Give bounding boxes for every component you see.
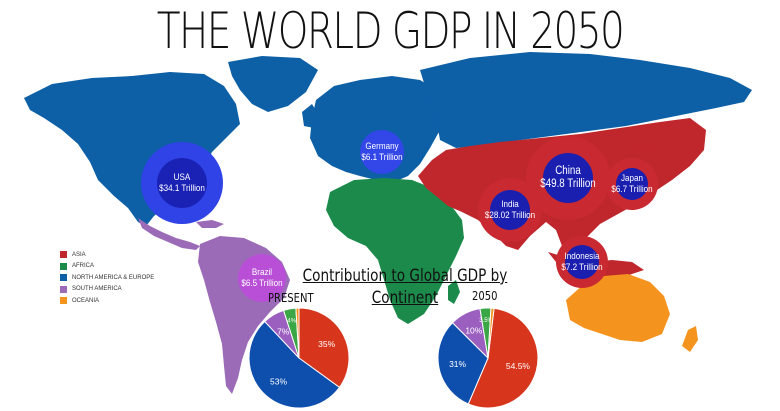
japan-bubble-inner	[616, 168, 648, 200]
legend-item-asia: ASIA	[60, 249, 154, 261]
page-title: THE WORLD GDP IN 2050	[156, 2, 625, 60]
india-value: $28.02 Trillion	[484, 210, 536, 221]
japan-value: $6.7 Trillion	[611, 184, 653, 195]
indonesia-label: Indonesia $7.2 Trillion	[561, 251, 602, 273]
uk-shape	[302, 104, 318, 128]
usa-name: USA	[173, 172, 191, 183]
legend-label: OCEANIA	[72, 297, 100, 304]
pies-title-text: Contribution to Global GDP by Continent	[302, 266, 508, 308]
pie-slice-oceania	[487, 307, 495, 359]
germany-name: Germany	[365, 141, 399, 152]
caribbean-shape	[196, 220, 224, 228]
africa-shape	[326, 178, 464, 324]
usa-bubble-inner	[157, 158, 207, 208]
pie-label-south-america: 7%	[277, 326, 290, 336]
usa-value: $34.1 Trillion	[159, 183, 205, 194]
brazil-label: Brazil $6.5 Trillion	[241, 267, 282, 289]
legend-swatch	[60, 251, 67, 259]
madagascar-shape	[448, 280, 460, 304]
brazil-bubble	[238, 254, 286, 302]
legend-swatch	[60, 285, 67, 293]
pie-slice-oceania	[295, 307, 300, 359]
legend-item-south-america: SOUTH AMERICA	[60, 284, 154, 296]
legend-item-north-america-europe: NORTH AMERICA & EUROPE	[60, 272, 154, 284]
china-label: China $49.8 Trillion	[540, 165, 595, 191]
pie-label-africa: 4%	[287, 319, 296, 325]
pie-present: 35% 53% 7%4%	[248, 307, 350, 409]
pies-title: Contribution to Global GDP by Continent	[297, 265, 513, 309]
legend-label: AFRICA	[72, 263, 95, 270]
india-label: India $28.02 Trillion	[485, 199, 535, 221]
brazil-value: $6.5 Trillion	[241, 278, 283, 289]
germany-bubble	[360, 130, 404, 174]
russia-shape	[420, 52, 752, 148]
legend-swatch	[60, 297, 67, 305]
legend-label: NORTH AMERICA & EUROPE	[72, 274, 155, 281]
indonesia-name: Indonesia	[564, 251, 600, 262]
india-name: India	[501, 199, 519, 210]
indonesia-bubble-inner	[565, 245, 599, 279]
pie-present-caption: PRESENT	[268, 290, 314, 305]
pie-label-north-america-europe: 53%	[270, 376, 287, 386]
pie-label-south-america: 10%	[465, 325, 482, 335]
china-name: China	[555, 165, 581, 177]
pie-2050: 54.5% 31% 10%3.5%	[437, 307, 539, 409]
japan-label: Japan $6.7 Trillion	[611, 173, 652, 195]
pie-slice-asia	[467, 307, 539, 409]
legend-item-oceania: OCEANIA	[60, 295, 154, 307]
legend-label: SOUTH AMERICA	[72, 286, 122, 293]
greenland-shape	[228, 56, 318, 112]
pie-label-north-america-europe: 31%	[449, 359, 466, 369]
pie-label-africa: 3.5%	[479, 318, 493, 324]
germany-value: $6.1 Trillion	[361, 152, 403, 163]
japan-name: Japan	[620, 173, 643, 184]
pie-slice-north-america-europe	[437, 322, 489, 405]
china-value: $49.8 Trillion	[540, 178, 596, 190]
central-america-shape	[138, 218, 200, 250]
pie-label-asia: 35%	[318, 339, 335, 349]
australia-shape	[566, 274, 670, 342]
pie-label-asia: 54.5%	[506, 361, 531, 371]
india-bubble-inner	[490, 190, 530, 230]
legend: ASIA AFRICA NORTH AMERICA & EUROPE SOUTH…	[60, 249, 154, 307]
pie-slice-north-america-europe	[248, 320, 341, 409]
legend-item-africa: AFRICA	[60, 261, 154, 273]
indonesia-value: $7.2 Trillion	[561, 262, 603, 273]
new-zealand-shape	[682, 326, 698, 352]
europe-shape	[310, 76, 444, 182]
north-america-shape	[24, 72, 240, 226]
germany-label: Germany $6.1 Trillion	[361, 141, 402, 163]
pie-slice-asia	[298, 307, 350, 389]
china-bubble-inner	[543, 153, 593, 203]
usa-label: USA $34.1 Trillion	[159, 172, 205, 194]
legend-swatch	[60, 274, 67, 282]
brazil-name: Brazil	[251, 267, 273, 278]
pie-2050-caption: 2050	[472, 288, 498, 303]
legend-label: ASIA	[72, 251, 86, 258]
legend-swatch	[60, 262, 67, 270]
